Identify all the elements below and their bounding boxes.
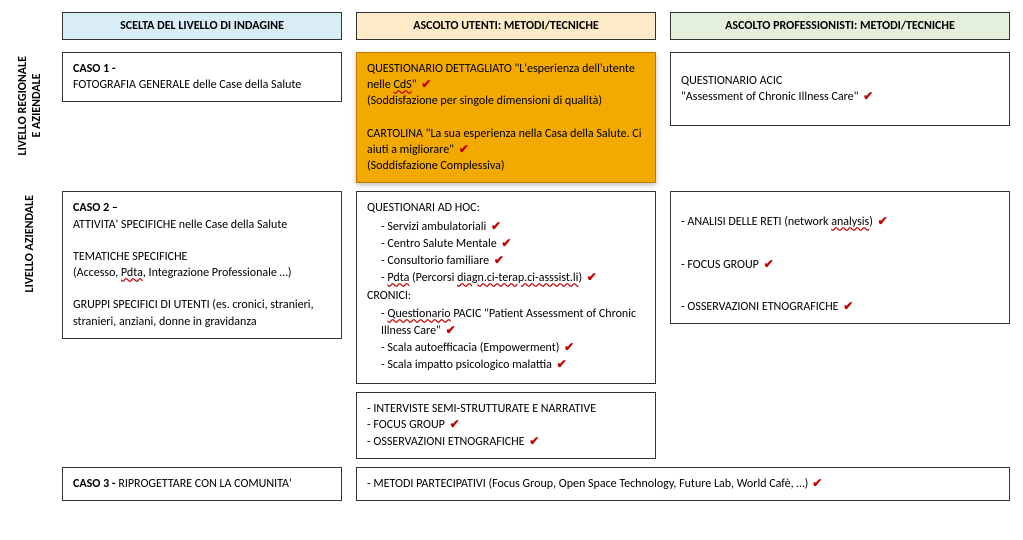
r1c3-box: QUESTIONARIO ACIC "Assessment of Chronic… xyxy=(670,52,1010,126)
list-item: Scala autoefficacia (Empowerment) ✔ xyxy=(381,340,645,356)
r2c2a-box: QUESTIONARI AD HOC: Servizi ambulatorial… xyxy=(356,191,656,384)
r2c2a-list2: Questionario PACIC "Patient Assessment o… xyxy=(367,306,645,373)
list-item: Consultorio familiare ✔ xyxy=(381,253,645,269)
r1c2-l1b: CdS xyxy=(393,78,411,92)
r1c2-l3: CARTOLINA "La sua esperienza nella Casa … xyxy=(367,127,641,157)
r1c2-box: QUESTIONARIO DETTAGLIATO "L'esperienza d… xyxy=(356,52,656,183)
r2c2b-l1: - INTERVISTE SEMI-STRUTTURATE E NARRATIV… xyxy=(367,402,596,416)
list-item: Scala impatto psicologico malattia ✔ xyxy=(381,357,645,373)
r1c3-l1: QUESTIONARIO ACIC xyxy=(681,74,782,88)
li-a: Questionario xyxy=(387,307,450,321)
check-icon: ✔ xyxy=(564,341,574,355)
r2c3-box: - ANALISI DELLE RETI (network analysis) … xyxy=(670,191,1010,324)
header-col1: SCELTA DEL LIVELLO DI INDAGINE xyxy=(62,12,342,40)
check-icon: ✔ xyxy=(491,220,501,234)
check-icon: ✔ xyxy=(421,78,431,92)
li-text: Servizi ambulatoriali xyxy=(387,220,486,234)
check-icon: ✔ xyxy=(557,358,567,372)
check-icon: ✔ xyxy=(587,271,597,285)
diagram-grid: SCELTA DEL LIVELLO DI INDAGINE ASCOLTO U… xyxy=(12,12,1011,501)
r1c3-l2: "Assessment of Chronic Illness Care" xyxy=(681,90,858,104)
r2c3-l3: - OSSERVAZIONI ETNOGRAFICHE xyxy=(681,300,839,314)
list-item: Centro Salute Mentale ✔ xyxy=(381,236,645,252)
caso1-title: CASO 1 - xyxy=(73,62,116,76)
r2c3-row1: - ANALISI DELLE RETI (network analysis) … xyxy=(681,214,999,230)
li-c: diagn.ci-terap.ci-asssist.li xyxy=(457,271,578,285)
r2c2a-h1: QUESTIONARI AD HOC: xyxy=(367,201,480,215)
r1c2-l2: (Soddisfazione per singole dimensioni di… xyxy=(367,94,602,108)
check-icon: ✔ xyxy=(812,476,822,492)
check-icon: ✔ xyxy=(878,215,888,229)
check-icon: ✔ xyxy=(450,418,460,432)
check-icon: ✔ xyxy=(529,435,539,449)
list-item: Questionario PACIC "Patient Assessment o… xyxy=(381,306,645,338)
r2c3-l2: - FOCUS GROUP xyxy=(681,258,759,272)
r2c2-stack: QUESTIONARI AD HOC: Servizi ambulatorial… xyxy=(356,191,656,458)
r2c2b-l2: - FOCUS GROUP xyxy=(367,418,445,432)
list-item: Servizi ambulatoriali ✔ xyxy=(381,219,645,235)
caso3-box: CASO 3 - RIPROGETTARE CON LA COMUNITA' xyxy=(62,467,342,501)
li-b: (Percorsi xyxy=(409,271,457,285)
header-col3: ASCOLTO PROFESSIONISTI: METODI/TECNICHE xyxy=(670,12,1010,40)
r3c23-text: - METODI PARTECIPATIVI (Focus Group, Ope… xyxy=(367,476,808,492)
r2c2b-l3: - OSSERVAZIONI ETNOGRAFICHE xyxy=(367,435,525,449)
row-label-regionale: LIVELLO REGIONALE E AZIENDALE xyxy=(12,52,48,160)
check-icon: ✔ xyxy=(501,237,511,251)
r2c3-row3: - OSSERVAZIONI ETNOGRAFICHE ✔ xyxy=(681,299,999,315)
caso3-body: RIPROGETTARE CON LA COMUNITA' xyxy=(118,477,291,491)
li-text: Consultorio familiare xyxy=(387,254,489,268)
caso3-title: CASO 3 - xyxy=(73,477,118,491)
caso2-p2a: TEMATICHE SPECIFICHE xyxy=(73,250,187,264)
row-label-aziendale: LIVELLO AZIENDALE xyxy=(12,191,48,296)
check-icon: ✔ xyxy=(843,300,853,314)
li-text: Centro Salute Mentale xyxy=(387,237,496,251)
r2c2a-list1: Servizi ambulatoriali ✔ Centro Salute Me… xyxy=(367,219,645,287)
check-icon: ✔ xyxy=(863,90,873,104)
caso2-p1: ATTIVITA' SPECIFICHE nelle Case della Sa… xyxy=(73,218,287,232)
caso2-title: CASO 2 – xyxy=(73,201,118,215)
caso1-body: FOTOGRAFIA GENERALE delle Case della Sal… xyxy=(73,78,301,92)
caso2-p3: GRUPPI SPECIFICI DI UTENTI (es. cronici,… xyxy=(73,298,314,328)
r2c3-l1a: - ANALISI DELLE RETI (network xyxy=(681,215,831,229)
r1c2-l4: (Soddisfazione Complessiva) xyxy=(367,159,505,173)
caso2-box: CASO 2 – ATTIVITA' SPECIFICHE nelle Case… xyxy=(62,191,342,339)
r2c2a-h2: CRONICI: xyxy=(367,289,411,303)
list-item: Pdta (Percorsi diagn.ci-terap.ci-asssist… xyxy=(381,270,645,286)
caso2-p2d: , Integrazione Professionale …) xyxy=(143,266,292,280)
check-icon: ✔ xyxy=(494,254,504,268)
caso1-box: CASO 1 - FOTOGRAFIA GENERALE delle Case … xyxy=(62,52,342,102)
r2c3-l1c: ) xyxy=(869,215,873,229)
header-col2: ASCOLTO UTENTI: METODI/TECNICHE xyxy=(356,12,656,40)
r2c2b-box: - INTERVISTE SEMI-STRUTTURATE E NARRATIV… xyxy=(356,392,656,459)
check-icon: ✔ xyxy=(459,143,469,157)
check-icon: ✔ xyxy=(446,324,456,338)
check-icon: ✔ xyxy=(764,258,774,272)
li-a: Pdta xyxy=(387,271,409,285)
r2c3-l1b: analysis xyxy=(831,215,869,229)
li-text: Scala autoefficacia (Empowerment) xyxy=(387,341,559,355)
r3c23-box: - METODI PARTECIPATIVI (Focus Group, Ope… xyxy=(356,467,1010,501)
r2c3-row2: - FOCUS GROUP ✔ xyxy=(681,257,999,273)
r1c2-l1c: " xyxy=(412,78,417,92)
caso2-p2b: (Accesso, xyxy=(73,266,121,280)
caso2-p2c: Pdta xyxy=(121,266,143,280)
li-d: ) xyxy=(578,271,582,285)
li-text: Scala impatto psicologico malattia xyxy=(387,358,552,372)
